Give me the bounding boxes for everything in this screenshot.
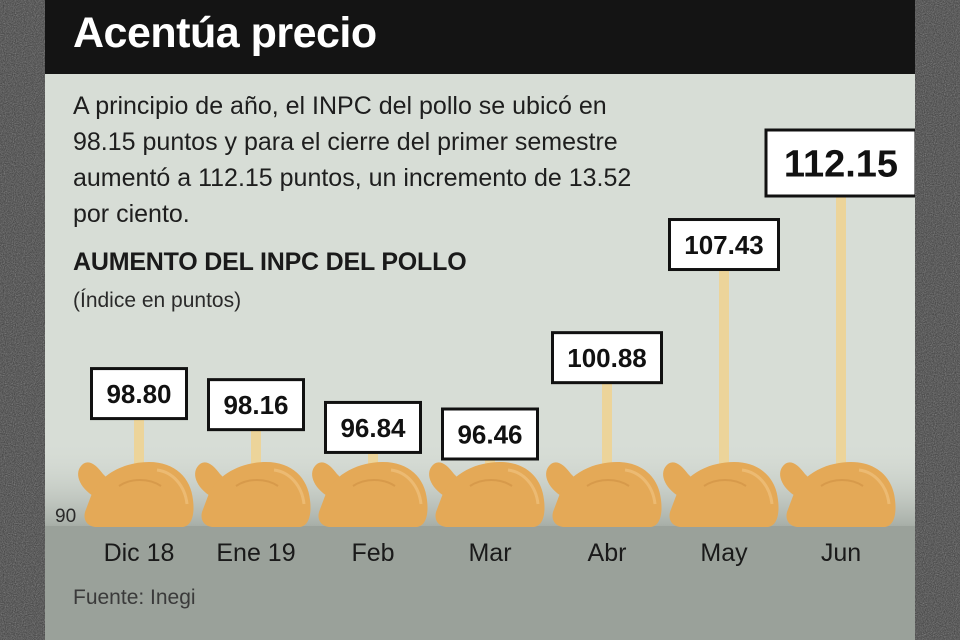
category-label: Feb	[351, 539, 394, 567]
value-label-box	[764, 128, 915, 198]
chicken-highlight	[390, 468, 423, 505]
source-note: Fuente: Inegi	[73, 586, 196, 609]
chicken-crease	[586, 479, 630, 487]
chicken-body-shape	[435, 462, 545, 527]
category-label: Mar	[468, 539, 511, 567]
chicken-body-shape	[318, 462, 428, 527]
chicken-crease	[235, 479, 279, 487]
value-label-box	[324, 400, 422, 454]
roast-chicken-icon	[312, 462, 428, 527]
infographic-card: Acentúa precio A principio de año, el IN…	[45, 0, 915, 640]
chicken-body-shape	[84, 462, 194, 527]
chicken-highlight	[624, 468, 657, 505]
chicken-crease	[469, 479, 513, 487]
roast-chicken-icon	[546, 462, 662, 527]
value-label: 107.43	[684, 230, 764, 260]
chicken-highlight	[156, 468, 189, 505]
value-label-box	[90, 367, 188, 421]
chicken-body-shape	[786, 462, 896, 527]
roast-chicken-icon	[195, 462, 311, 527]
chart-area: 90 98.80 98.16 96.84 96.46 100.88 107.43 112.1…	[45, 128, 915, 640]
price-stick	[719, 269, 729, 476]
chicken-highlight	[507, 468, 540, 505]
chicken-body-shape	[669, 462, 779, 527]
title-bar: Acentúa precio	[45, 0, 915, 74]
price-stick	[251, 429, 261, 476]
value-label: 112.15	[784, 144, 898, 186]
price-stick	[836, 196, 846, 476]
category-label: Dic 18	[104, 539, 175, 567]
chicken-highlight	[741, 468, 774, 505]
value-label: 100.88	[567, 343, 647, 373]
value-label-box	[551, 331, 663, 385]
chicken-highlight	[273, 468, 306, 505]
ground-strip	[45, 526, 915, 640]
chart-subtitle: (Índice en puntos)	[73, 289, 242, 312]
roast-chicken-icon	[663, 462, 779, 527]
value-label: 96.84	[340, 413, 406, 443]
chicken-body-shape	[201, 462, 311, 527]
value-label-box	[668, 218, 780, 272]
category-label: Jun	[821, 539, 861, 567]
price-stick	[602, 382, 612, 476]
chicken-body-shape	[552, 462, 662, 527]
category-label: Ene 19	[216, 539, 295, 567]
value-label: 96.46	[457, 419, 522, 449]
chicken-crease	[118, 479, 162, 487]
roast-chicken-icon	[429, 462, 545, 527]
page-title: Acentúa precio	[73, 9, 377, 57]
y-baseline-label: 90	[55, 506, 76, 527]
value-label-box	[207, 378, 305, 432]
category-label: May	[700, 539, 748, 567]
chicken-crease	[352, 479, 396, 487]
value-label-box	[441, 407, 539, 461]
roast-chicken-icon	[780, 462, 896, 527]
chicken-highlight	[858, 468, 891, 505]
price-stick	[134, 418, 144, 476]
value-label: 98.16	[223, 390, 288, 420]
roast-chicken-icon	[78, 462, 194, 527]
chicken-crease	[703, 479, 747, 487]
description-text: A principio de año, el INPC del pollo se…	[73, 92, 632, 228]
chart-title: AUMENTO DEL INPC DEL POLLO	[73, 248, 467, 276]
chicken-crease	[820, 479, 864, 487]
category-label: Abr	[588, 539, 627, 567]
value-label: 98.80	[106, 379, 171, 409]
